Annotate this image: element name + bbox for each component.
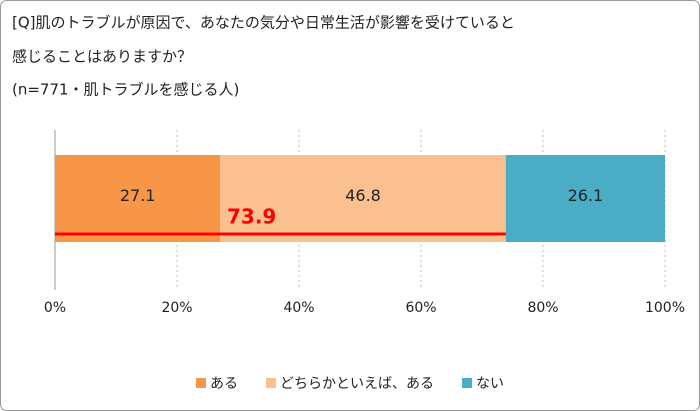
- x-tick-label: 60%: [405, 300, 436, 316]
- data-label: 27.1: [120, 186, 156, 205]
- x-tick-label: 100%: [645, 300, 685, 316]
- legend-swatch: [266, 378, 276, 388]
- bar-segment: [55, 155, 221, 242]
- data-label: 26.1: [568, 186, 604, 205]
- data-label: 46.8: [345, 186, 381, 205]
- annotation-label: 73.9: [227, 205, 276, 229]
- legend-swatch: [462, 378, 472, 388]
- legend-label: ない: [476, 376, 504, 392]
- x-tick-label: 20%: [161, 300, 192, 316]
- chart-title: 感じることはありますか？: [12, 48, 192, 66]
- x-tick-label: 80%: [527, 300, 558, 316]
- legend-swatch: [196, 378, 206, 388]
- chart-subtitle: (n=771・肌トラブルを感じる人): [12, 81, 239, 99]
- legend-label: ある: [210, 376, 238, 392]
- x-tick-label: 0%: [44, 300, 66, 316]
- bar-segment: [220, 155, 506, 242]
- legend-label: どちらかといえば、ある: [280, 376, 434, 392]
- x-tick-label: 40%: [283, 300, 314, 316]
- bar-segment: [505, 155, 665, 242]
- chart-title: [Q]肌のトラブルが原因で、あなたの気分や日常生活が影響を受けていると: [12, 14, 515, 32]
